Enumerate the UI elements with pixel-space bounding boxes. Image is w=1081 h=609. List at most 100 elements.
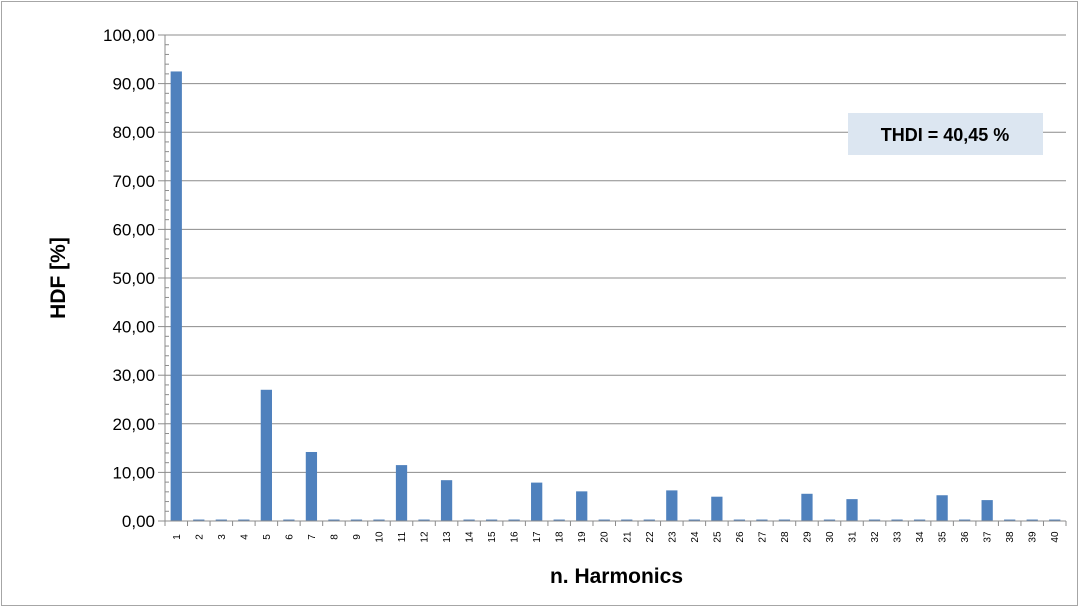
axes (158, 34, 1067, 526)
x-tick-label: 8 (329, 534, 340, 540)
bar (260, 389, 272, 521)
x-tick-label: 17 (532, 531, 543, 543)
y-axis-title: HDF [%] (47, 237, 70, 319)
x-tick-label: 21 (622, 531, 633, 543)
bar (733, 519, 746, 521)
bar (440, 480, 453, 521)
y-tick-label: 40,00 (112, 318, 155, 337)
x-tick-label: 33 (893, 531, 904, 543)
bar (531, 482, 543, 521)
y-tick-label: 70,00 (112, 172, 155, 191)
y-tick-label: 20,00 (112, 415, 155, 434)
bar (913, 519, 926, 521)
bar (238, 519, 250, 521)
bar (959, 519, 971, 521)
y-tick-label: 30,00 (112, 366, 155, 385)
bar (508, 519, 520, 521)
bar (328, 519, 340, 521)
y-tick-label: 50,00 (112, 269, 155, 288)
x-tick-label: 23 (667, 531, 678, 543)
gridlines (165, 34, 1066, 473)
x-tick-label: 22 (645, 531, 656, 543)
x-tick-label: 34 (915, 531, 926, 543)
y-tick-labels: 0,00 10,00 20,00 30,00 40,00 50,00 60,00 70,00 8… (103, 26, 155, 531)
thdi-label: THDI = 40,45 % (881, 125, 1010, 145)
x-tick-label: 27 (757, 531, 768, 543)
x-tick-label: 38 (1005, 531, 1016, 543)
x-tick-label: 18 (555, 531, 566, 543)
bar (553, 519, 565, 521)
bar (193, 519, 205, 521)
x-tick-label: 9 (352, 534, 363, 540)
bar (711, 496, 723, 521)
bar (215, 519, 227, 521)
x-tick-label: 29 (802, 531, 813, 543)
x-tick-labels: 1 2 3 4 5 6 7 8 9 10 11 12 13 14 15 16 17 18 19 20 21 22 23 24 2… (172, 531, 1061, 543)
x-axis-title: n. Harmonics (550, 565, 683, 588)
x-tick-label: 40 (1050, 531, 1061, 543)
bar (868, 519, 881, 521)
x-tick-label: 13 (442, 531, 453, 543)
x-tick-label: 10 (374, 531, 385, 543)
x-tick-label: 36 (960, 531, 971, 543)
thdi-annotation: THDI = 40,45 % (848, 113, 1043, 155)
bars (170, 71, 1061, 521)
bar (395, 465, 408, 521)
y-tick-label: 0,00 (122, 512, 155, 531)
x-tick-label: 11 (397, 531, 408, 542)
bar (576, 491, 588, 521)
x-tick-label: 1 (172, 534, 183, 540)
x-tick-label: 30 (825, 531, 836, 543)
y-tick-label: 100,00 (103, 26, 155, 45)
y-tick-label: 60,00 (112, 220, 155, 239)
bar (891, 519, 903, 521)
bar (756, 519, 768, 521)
bar (936, 495, 948, 521)
bar (643, 519, 655, 521)
y-tick-label: 80,00 (112, 123, 155, 142)
bar (418, 519, 430, 521)
x-tick-label: 3 (217, 534, 228, 540)
bar (801, 493, 813, 521)
x-tick-label: 7 (307, 534, 318, 540)
bar (666, 490, 678, 521)
bar (688, 519, 700, 521)
x-tick-label: 5 (262, 534, 273, 540)
bar (621, 519, 633, 521)
bar (1049, 519, 1061, 521)
annotation-box (848, 113, 1043, 155)
x-tick-label: 28 (780, 531, 791, 543)
bar (463, 519, 475, 521)
bar (598, 519, 610, 521)
bar (1026, 519, 1038, 521)
x-tick-label: 12 (420, 531, 431, 543)
bar (823, 519, 836, 521)
x-tick-label: 15 (487, 531, 498, 543)
bar (485, 519, 498, 521)
x-tick-label: 24 (690, 531, 701, 543)
bar (1004, 519, 1016, 521)
x-tick-label: 2 (194, 534, 205, 540)
bar (778, 519, 791, 521)
y-tick-label: 90,00 (112, 75, 155, 94)
x-tick-label: 20 (600, 531, 611, 543)
bar (283, 519, 295, 521)
x-tick-label: 26 (735, 531, 746, 543)
x-tick-label: 37 (983, 531, 994, 543)
bar (981, 500, 993, 521)
bar (170, 71, 182, 521)
bar (350, 519, 363, 521)
bar (846, 499, 858, 521)
x-tick-label: 25 (712, 531, 723, 543)
x-tick-label: 31 (848, 531, 859, 543)
x-tick-label: 14 (465, 531, 476, 543)
x-tick-label: 39 (1028, 531, 1039, 543)
y-tick-label: 10,00 (112, 463, 155, 482)
x-tick-label: 19 (577, 531, 588, 543)
x-tick-label: 35 (938, 531, 949, 543)
x-tick-label: 32 (870, 531, 881, 543)
x-tick-label: 4 (239, 534, 250, 540)
x-tick-label: 16 (510, 531, 521, 543)
x-tick-label: 6 (284, 534, 295, 540)
